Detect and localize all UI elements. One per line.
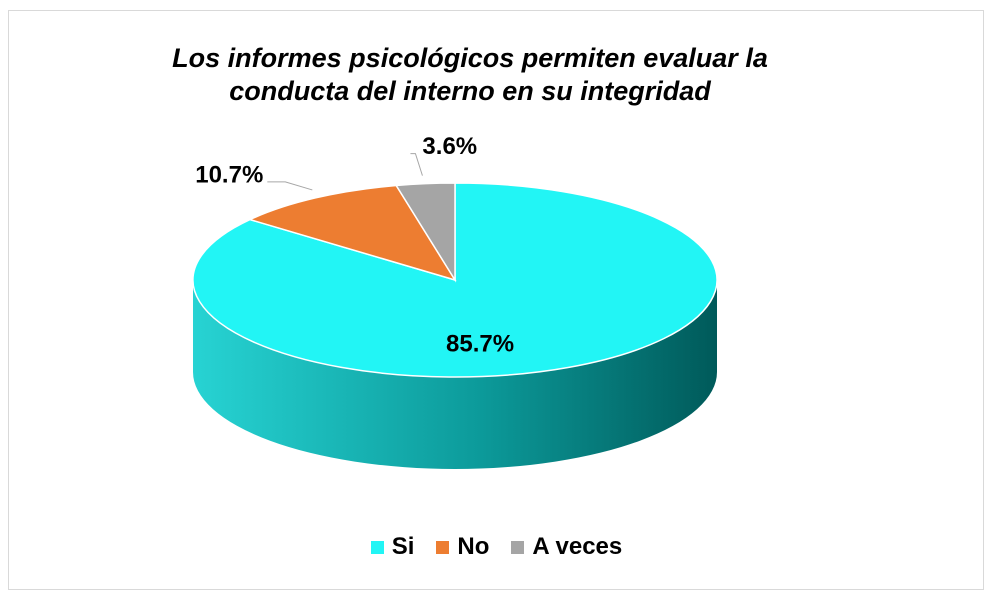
legend-item: Si — [370, 533, 415, 561]
leader-line — [267, 181, 313, 191]
data-label: 10.7% — [195, 161, 263, 188]
legend: Si No A veces — [0, 533, 993, 561]
pie-slice — [394, 182, 456, 283]
legend-swatch — [370, 540, 384, 554]
legend-swatch — [511, 540, 525, 554]
pie-side — [193, 280, 717, 469]
legend-swatch — [436, 540, 450, 554]
legend-item: A veces — [511, 533, 622, 561]
legend-label: No — [457, 533, 490, 560]
data-label: 85.7% — [446, 330, 514, 357]
leader-line — [410, 153, 423, 176]
legend-item: No — [436, 533, 489, 561]
chart-title: Los informes psicológicos permiten evalu… — [172, 43, 768, 106]
legend-label: Si — [391, 533, 415, 560]
data-label: 3.6% — [422, 133, 477, 160]
legend-label: A veces — [532, 533, 623, 560]
pie-slice — [247, 184, 457, 282]
